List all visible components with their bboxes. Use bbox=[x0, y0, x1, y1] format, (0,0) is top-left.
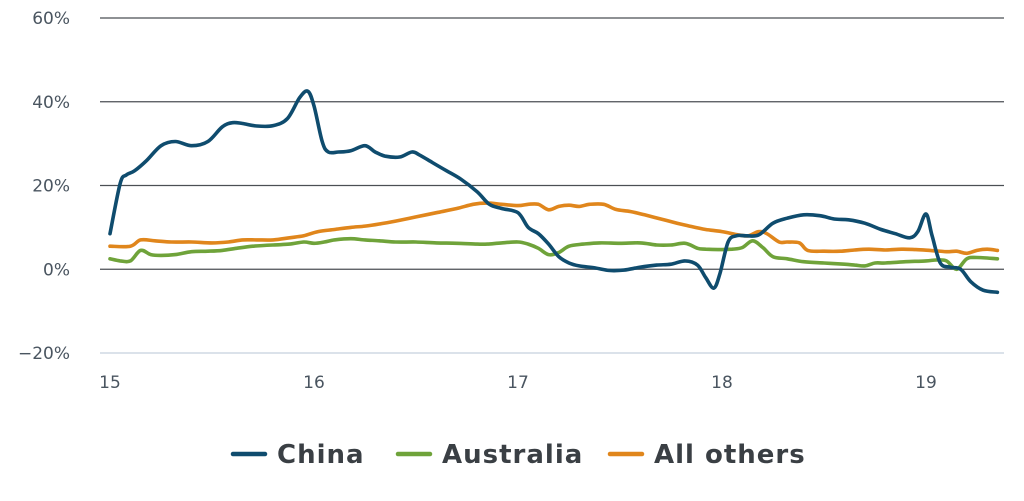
x-tick-label: 19 bbox=[915, 373, 937, 393]
x-tick-label: 18 bbox=[711, 373, 733, 393]
series-lines bbox=[108, 89, 1000, 295]
x-tick-label: 16 bbox=[303, 373, 325, 393]
legend-label-china: China bbox=[277, 440, 365, 470]
legend: China Australia All others bbox=[230, 440, 806, 470]
y-tick-label: 20% bbox=[32, 177, 70, 197]
legend-label-australia: Australia bbox=[442, 440, 583, 470]
gridlines bbox=[100, 17, 1004, 354]
y-tick-label: 60% bbox=[32, 9, 70, 29]
y-tick-label: −20% bbox=[18, 344, 70, 364]
series-line-australia bbox=[108, 236, 1000, 272]
y-tick-label: 0% bbox=[43, 260, 70, 280]
x-tick-label: 17 bbox=[507, 373, 529, 393]
x-tick-label: 15 bbox=[99, 373, 121, 393]
series-line-all-others bbox=[108, 201, 1000, 256]
y-axis-ticks: 60% 40% 20% 0% −20% bbox=[18, 9, 70, 364]
legend-label-all-others: All others bbox=[654, 440, 806, 470]
x-axis-ticks: 15 16 17 18 19 bbox=[99, 373, 937, 393]
series-line-china bbox=[108, 89, 1000, 295]
y-tick-label: 40% bbox=[32, 93, 70, 113]
